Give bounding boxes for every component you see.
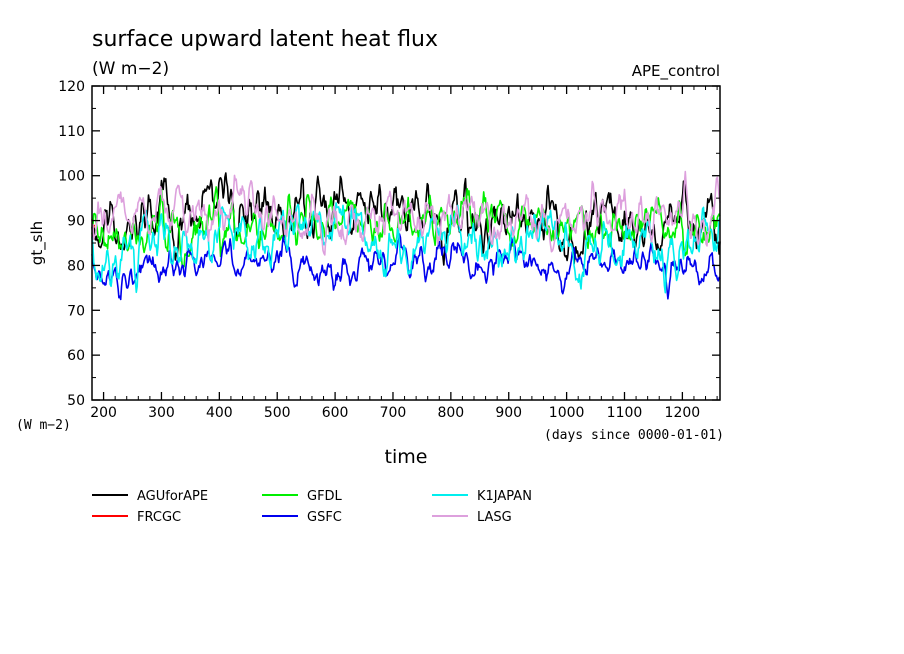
- series-line-lasg: [91, 170, 721, 256]
- legend: AGUforAPE FRCGC GFDL GSFC K1JAPAN LASG: [92, 489, 532, 525]
- x-tick-label: 1200: [665, 405, 701, 421]
- legend-label-lasg: LASG: [477, 510, 512, 525]
- legend-label-k1japan: K1JAPAN: [477, 489, 532, 504]
- legend-label-gsfc: GSFC: [307, 510, 342, 525]
- y-tick-label: 120: [58, 79, 85, 95]
- series-layer: [91, 170, 721, 301]
- y-tick-label: 60: [67, 348, 85, 364]
- chart-title: surface upward latent heat flux: [92, 27, 438, 52]
- y-tick-label: 100: [58, 169, 85, 185]
- y-tick-label: 50: [67, 393, 85, 409]
- series-line-gsfc: [91, 233, 721, 301]
- x-tick-label: 1100: [607, 405, 643, 421]
- x-tick-label: 700: [380, 405, 407, 421]
- x-tick-label: 300: [148, 405, 175, 421]
- legend-label-frcgc: FRCGC: [137, 510, 181, 525]
- experiment-label: APE_control: [632, 62, 720, 81]
- x-tick-label: 800: [437, 405, 464, 421]
- x-tick-label: 500: [264, 405, 291, 421]
- legend-label-aguforape: AGUforAPE: [137, 489, 208, 504]
- ticks-layer: 50 60 70 80 90 100 110 120 200 300 400 500 600 700 800…: [58, 79, 720, 421]
- y-tick-label: 80: [67, 258, 85, 274]
- legend-label-gfdl: GFDL: [307, 489, 343, 504]
- x-tick-label: 900: [495, 405, 522, 421]
- series-line-k1japan: [91, 202, 720, 294]
- x-tick-label: 200: [90, 405, 117, 421]
- series-line-aguforape: [91, 172, 721, 266]
- y-tick-label: 90: [67, 214, 85, 230]
- chart-subtitle: (W m−2): [92, 59, 169, 79]
- x-tick-label: 1000: [549, 405, 585, 421]
- y-tick-label: 110: [58, 124, 85, 140]
- y-axis-label: gt_slh: [28, 221, 47, 265]
- y-unit-label: (W m−2): [16, 418, 71, 433]
- x-tick-label: 600: [322, 405, 349, 421]
- x-axis-label: time: [385, 446, 428, 468]
- x-tick-label: 400: [206, 405, 233, 421]
- x-unit-label: (days since 0000-01-01): [544, 428, 724, 443]
- y-tick-label: 70: [67, 303, 85, 319]
